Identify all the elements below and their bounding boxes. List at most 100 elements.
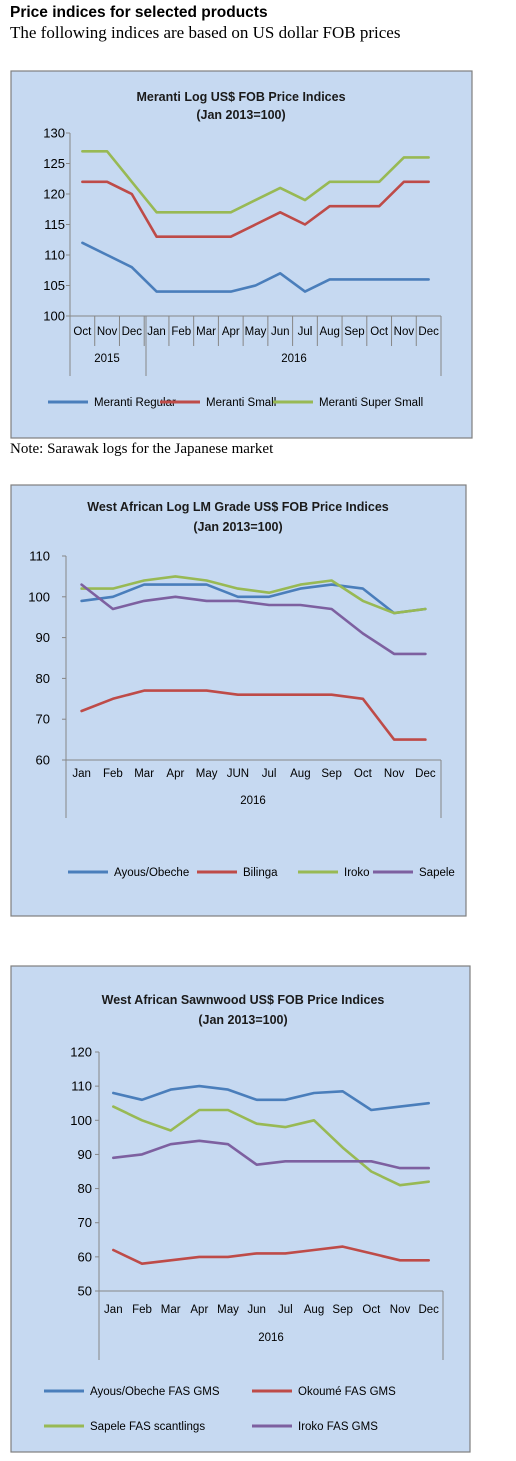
x-tick-label: Feb (171, 326, 191, 338)
series-line-iroko-fas-gms (112, 1139, 431, 1170)
x-tick-label: Nov (390, 1304, 411, 1316)
x-tick-label: Dec (418, 1304, 439, 1316)
x-tick-label: Mar (161, 1304, 181, 1316)
x-tick-label: Apr (166, 768, 184, 780)
x-tick-label: Sep (344, 326, 364, 338)
y-tick-label: 50 (78, 1284, 92, 1299)
legend-label: Meranti Super Small (319, 397, 423, 409)
legend-label: Iroko (344, 867, 370, 879)
x-tick-label: Feb (132, 1304, 152, 1316)
y-tick-label: 120 (70, 1045, 92, 1060)
series-line-meranti-small (81, 180, 430, 238)
series-line-ayous-obeche (80, 583, 427, 615)
chart-title: West African Sawnwood US$ FOB Price Indi… (102, 993, 385, 1007)
y-tick-label: 80 (36, 671, 50, 686)
chart-subtitle: (Jan 2013=100) (198, 1013, 287, 1027)
series-line-iroko (80, 575, 427, 615)
y-tick-label: 70 (78, 1215, 92, 1230)
y-tick-label: 100 (28, 589, 50, 604)
y-tick-label: 105 (43, 278, 65, 293)
y-tick-label: 100 (70, 1113, 92, 1128)
x-tick-label: Dec (415, 768, 436, 780)
series-line-sapele (80, 583, 427, 656)
x-tick-label: Jan (104, 1304, 123, 1316)
chart-title: Meranti Log US$ FOB Price Indices (136, 90, 345, 104)
x-tick-label: Jul (278, 1304, 293, 1316)
y-tick-label: 110 (29, 549, 50, 564)
series-line-sapele-fas-scantlings (112, 1105, 431, 1187)
x-group-label: 2016 (240, 795, 266, 807)
x-tick-label: Oct (354, 768, 373, 780)
x-tick-label: Jan (147, 326, 166, 338)
x-tick-label: Sep (332, 1304, 352, 1316)
x-tick-label: Oct (73, 326, 92, 338)
legend-label: Ayous/Obeche FAS GMS (90, 1386, 220, 1398)
legend-label: Sapele (419, 867, 455, 879)
chart-subtitle: (Jan 2013=100) (196, 108, 285, 122)
series-line-meranti-regular (81, 241, 430, 293)
x-tick-label: Apr (190, 1304, 208, 1316)
chart-subtitle: (Jan 2013=100) (193, 520, 282, 534)
chart-title: West African Log LM Grade US$ FOB Price … (87, 500, 389, 514)
y-tick-label: 60 (36, 753, 50, 768)
x-group-label: 2016 (281, 353, 307, 365)
chart-frame (10, 484, 467, 917)
x-tick-label: May (196, 768, 218, 780)
x-tick-label: Jan (72, 768, 91, 780)
y-tick-label: 60 (78, 1249, 92, 1264)
legend-label: Iroko FAS GMS (298, 1421, 378, 1433)
x-tick-label: JUN (227, 768, 249, 780)
x-tick-label: Aug (304, 1304, 324, 1316)
series-line-bilinga (80, 689, 427, 741)
y-tick-label: 100 (43, 309, 65, 324)
x-tick-label: Mar (196, 326, 216, 338)
legend-label: Sapele FAS scantlings (90, 1421, 205, 1433)
x-tick-label: Jun (247, 1304, 266, 1316)
legend-label: Ayous/Obeche (114, 867, 189, 879)
y-tick-label: 80 (78, 1181, 92, 1196)
y-tick-label: 120 (43, 187, 65, 202)
x-tick-label: Sep (321, 768, 341, 780)
y-tick-label: 70 (36, 712, 50, 727)
y-tick-label: 125 (43, 156, 65, 171)
x-tick-label: May (217, 1304, 239, 1316)
legend-label: Bilinga (243, 867, 278, 879)
x-tick-label: Aug (290, 768, 310, 780)
chart-note: Note: Sarawak logs for the Japanese mark… (10, 441, 274, 457)
series-line-okoum-fas-gms (112, 1245, 431, 1265)
y-tick-label: 110 (71, 1079, 92, 1094)
page-title: Price indices for selected products (10, 4, 268, 21)
x-tick-label: Jul (262, 768, 277, 780)
chart-frame (10, 70, 473, 439)
series-line-meranti-super-small (81, 150, 430, 214)
y-tick-label: 115 (44, 217, 65, 232)
x-tick-label: May (245, 326, 267, 338)
legend-label: Meranti Small (206, 397, 276, 409)
y-tick-label: 90 (78, 1147, 92, 1162)
x-tick-label: Feb (103, 768, 123, 780)
chart-2: West African Sawnwood US$ FOB Price Indi… (10, 965, 471, 1453)
chart-0: Meranti Log US$ FOB Price Indices (Jan 20… (10, 70, 473, 439)
chart-1: West African Log LM Grade US$ FOB Price … (10, 484, 467, 917)
x-tick-label: Jun (271, 326, 290, 338)
x-tick-label: Jul (298, 326, 313, 338)
x-tick-label: Apr (222, 326, 240, 338)
x-tick-label: Nov (394, 326, 415, 338)
x-group-label: 2016 (258, 1332, 284, 1344)
chart-frame (10, 965, 471, 1453)
x-group-label: 2015 (94, 353, 120, 365)
legend-label: Okoumé FAS GMS (298, 1386, 396, 1398)
x-tick-label: Dec (418, 326, 439, 338)
x-tick-label: Nov (384, 768, 405, 780)
x-tick-label: Dec (122, 326, 143, 338)
y-tick-label: 110 (44, 248, 65, 263)
x-tick-label: Nov (97, 326, 118, 338)
page-subtitle: The following indices are based on US do… (10, 23, 401, 42)
x-tick-label: Aug (319, 326, 339, 338)
series-line-ayous-obeche-fas-gms (112, 1084, 431, 1112)
y-tick-label: 90 (36, 630, 50, 645)
x-tick-label: Mar (134, 768, 154, 780)
legend-label: Meranti Regular (94, 397, 176, 409)
x-tick-label: Oct (370, 326, 389, 338)
